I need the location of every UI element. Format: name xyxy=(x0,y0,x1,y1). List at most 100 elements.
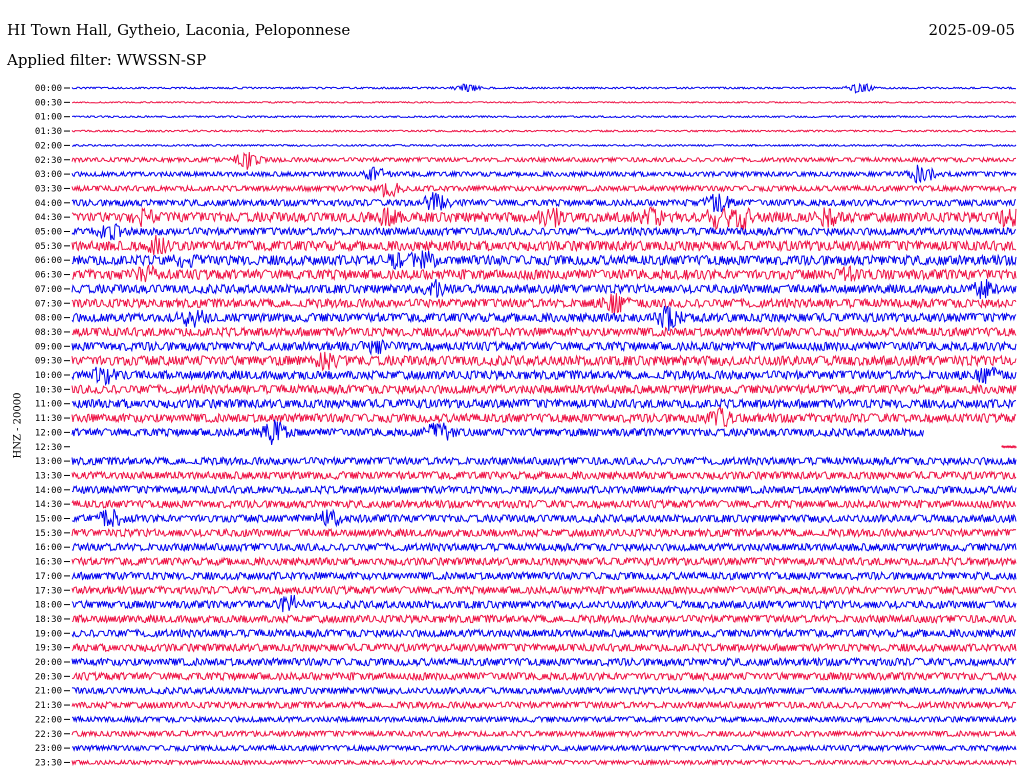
row-label: 05:00 xyxy=(35,228,62,238)
row-label: 14:30 xyxy=(35,500,62,510)
trace-row xyxy=(71,700,1017,710)
trace-row xyxy=(71,305,1017,332)
row-label: 19:30 xyxy=(35,644,62,654)
row-label: 22:00 xyxy=(35,715,62,725)
trace-row xyxy=(71,250,1017,270)
row-label: 15:30 xyxy=(35,529,62,539)
trace-row xyxy=(71,527,1017,539)
row-label: 21:30 xyxy=(35,701,62,711)
row-label: 10:00 xyxy=(35,371,62,381)
trace-row xyxy=(71,743,1017,753)
row-label: 02:00 xyxy=(35,141,62,151)
trace-row xyxy=(72,115,1017,119)
row-label: 00:00 xyxy=(35,84,62,94)
row-label: 01:00 xyxy=(35,113,62,123)
row-label: 15:00 xyxy=(35,515,62,525)
trace-row xyxy=(71,206,1017,231)
row-label: 07:30 xyxy=(35,299,62,309)
row-label: 18:00 xyxy=(35,601,62,611)
row-label: 06:00 xyxy=(35,256,62,266)
row-label: 08:30 xyxy=(35,328,62,338)
trace-row xyxy=(71,758,1017,767)
row-label: 04:00 xyxy=(35,199,62,209)
row-label: 13:30 xyxy=(35,471,62,481)
row-label: 11:30 xyxy=(35,414,62,424)
date-label: 2025-09-05 xyxy=(928,21,1015,39)
row-label: 17:00 xyxy=(35,572,62,582)
filter-label: Applied filter: WWSSN-SP xyxy=(7,51,207,69)
row-label: 07:00 xyxy=(35,285,62,295)
trace-row xyxy=(71,584,1017,596)
trace-row xyxy=(71,182,1017,198)
row-label: 11:00 xyxy=(35,400,62,410)
trace-row xyxy=(71,541,1017,553)
trace-row xyxy=(71,278,1017,300)
trace-row xyxy=(71,293,1017,315)
trace-row xyxy=(71,222,1017,241)
trace-row xyxy=(1001,444,1017,449)
trace-row xyxy=(71,556,1017,568)
trace-row xyxy=(71,351,1017,372)
row-label: 22:30 xyxy=(35,730,62,740)
trace-rows xyxy=(71,82,1017,767)
row-label: 06:30 xyxy=(35,271,62,281)
row-label: 00:30 xyxy=(35,98,62,108)
row-label: 05:30 xyxy=(35,242,62,252)
row-label: 08:00 xyxy=(35,314,62,324)
row-label: 09:00 xyxy=(35,342,62,352)
trace-row xyxy=(71,613,1017,625)
row-label: 21:00 xyxy=(35,687,62,697)
trace-row xyxy=(71,406,1017,428)
trace-row xyxy=(71,264,1017,283)
trace-row xyxy=(71,129,1017,133)
trace-row xyxy=(71,100,1017,104)
trace-row xyxy=(71,366,1017,387)
trace-row xyxy=(71,419,924,445)
trace-row xyxy=(71,656,1017,668)
trace-row xyxy=(71,164,1017,184)
row-label: 12:30 xyxy=(35,443,62,453)
row-label: 02:30 xyxy=(35,156,62,166)
row-label: 04:30 xyxy=(35,213,62,223)
trace-row xyxy=(71,338,1017,356)
row-label: 16:30 xyxy=(35,558,62,568)
trace-row xyxy=(71,383,1017,396)
row-label: 20:30 xyxy=(35,672,62,682)
trace-row xyxy=(71,470,1017,481)
row-label: 17:30 xyxy=(35,586,62,596)
trace-row xyxy=(71,151,1017,170)
row-label: 13:00 xyxy=(35,457,62,467)
trace-row xyxy=(71,234,1017,256)
row-label: 01:30 xyxy=(35,127,62,137)
trace-row xyxy=(71,570,1017,582)
trace-row xyxy=(71,498,1017,510)
row-label: 16:00 xyxy=(35,543,62,553)
trace-row xyxy=(71,670,1017,682)
trace-row xyxy=(71,627,1017,639)
trace-row xyxy=(71,686,1017,696)
trace-row xyxy=(71,143,1017,148)
row-label: 23:00 xyxy=(35,744,62,754)
row-labels: 00:00 00:30 01:00 01:30 02:00 02:30 03:00 03:30… xyxy=(35,84,70,768)
trace-row xyxy=(71,484,1017,496)
trace-row xyxy=(71,82,1017,94)
row-label: 14:00 xyxy=(35,486,62,496)
trace-row xyxy=(71,594,1017,613)
trace-row xyxy=(71,326,1017,339)
row-label: 03:00 xyxy=(35,170,62,180)
trace-row xyxy=(71,192,1017,213)
row-label: 10:30 xyxy=(35,385,62,395)
trace-row xyxy=(71,508,1017,528)
row-label: 23:30 xyxy=(35,758,62,768)
station-title: HI Town Hall, Gytheio, Laconia, Peloponn… xyxy=(7,21,351,39)
trace-row xyxy=(71,729,1017,739)
row-label: 12:00 xyxy=(35,428,62,438)
trace-row xyxy=(71,455,1017,467)
row-label: 20:00 xyxy=(35,658,62,668)
row-label: 09:30 xyxy=(35,357,62,367)
trace-row xyxy=(71,397,1017,410)
row-label: 18:30 xyxy=(35,615,62,625)
row-label: 19:00 xyxy=(35,629,62,639)
trace-row xyxy=(71,642,1017,654)
